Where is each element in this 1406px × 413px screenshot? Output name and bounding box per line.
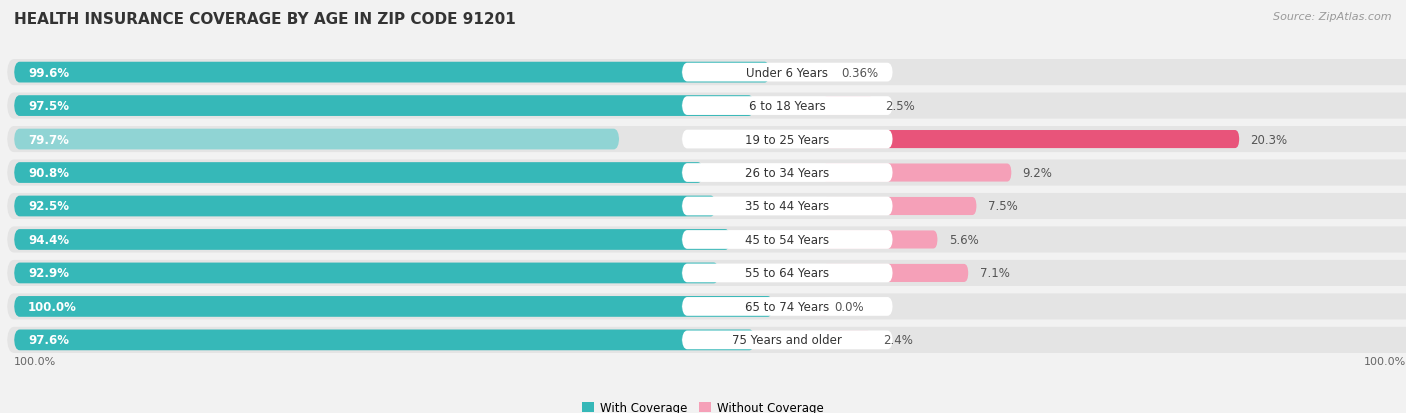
Text: 9.2%: 9.2%: [1022, 166, 1053, 180]
FancyBboxPatch shape: [14, 296, 773, 317]
FancyBboxPatch shape: [682, 64, 893, 82]
FancyBboxPatch shape: [7, 260, 1406, 286]
Text: 94.4%: 94.4%: [28, 233, 69, 247]
FancyBboxPatch shape: [823, 64, 830, 82]
Text: 2.5%: 2.5%: [886, 100, 915, 113]
Text: 5.6%: 5.6%: [949, 233, 979, 247]
FancyBboxPatch shape: [682, 131, 893, 149]
Text: 26 to 34 Years: 26 to 34 Years: [745, 166, 830, 180]
FancyBboxPatch shape: [823, 131, 1239, 149]
Text: 35 to 44 Years: 35 to 44 Years: [745, 200, 830, 213]
FancyBboxPatch shape: [682, 297, 893, 316]
FancyBboxPatch shape: [7, 294, 1406, 320]
Text: 100.0%: 100.0%: [1364, 356, 1406, 366]
FancyBboxPatch shape: [823, 164, 1011, 182]
FancyBboxPatch shape: [682, 230, 893, 249]
FancyBboxPatch shape: [682, 331, 893, 349]
Text: 100.0%: 100.0%: [14, 356, 56, 366]
Text: 75 Years and older: 75 Years and older: [733, 334, 842, 347]
FancyBboxPatch shape: [682, 264, 893, 282]
FancyBboxPatch shape: [14, 196, 717, 217]
Text: 2.4%: 2.4%: [883, 334, 912, 347]
FancyBboxPatch shape: [823, 231, 938, 249]
Text: 45 to 54 Years: 45 to 54 Years: [745, 233, 830, 247]
Text: 0.36%: 0.36%: [841, 66, 879, 79]
FancyBboxPatch shape: [14, 129, 619, 150]
Text: 92.5%: 92.5%: [28, 200, 69, 213]
FancyBboxPatch shape: [823, 331, 872, 349]
FancyBboxPatch shape: [823, 97, 875, 115]
Legend: With Coverage, Without Coverage: With Coverage, Without Coverage: [582, 401, 824, 413]
Text: 97.6%: 97.6%: [28, 334, 69, 347]
Text: 19 to 25 Years: 19 to 25 Years: [745, 133, 830, 146]
FancyBboxPatch shape: [7, 60, 1406, 86]
FancyBboxPatch shape: [7, 160, 1406, 186]
FancyBboxPatch shape: [7, 193, 1406, 220]
FancyBboxPatch shape: [14, 96, 754, 117]
Text: 100.0%: 100.0%: [28, 300, 77, 313]
Text: Source: ZipAtlas.com: Source: ZipAtlas.com: [1274, 12, 1392, 22]
FancyBboxPatch shape: [682, 164, 893, 183]
Text: 6 to 18 Years: 6 to 18 Years: [749, 100, 825, 113]
Text: HEALTH INSURANCE COVERAGE BY AGE IN ZIP CODE 91201: HEALTH INSURANCE COVERAGE BY AGE IN ZIP …: [14, 12, 516, 27]
FancyBboxPatch shape: [14, 263, 720, 284]
Text: 99.6%: 99.6%: [28, 66, 69, 79]
FancyBboxPatch shape: [14, 163, 703, 183]
Text: 7.1%: 7.1%: [980, 267, 1010, 280]
Text: 90.8%: 90.8%: [28, 166, 69, 180]
FancyBboxPatch shape: [14, 63, 770, 83]
FancyBboxPatch shape: [823, 197, 977, 216]
FancyBboxPatch shape: [7, 93, 1406, 119]
FancyBboxPatch shape: [7, 327, 1406, 353]
Text: 97.5%: 97.5%: [28, 100, 69, 113]
Text: 7.5%: 7.5%: [987, 200, 1018, 213]
Text: 65 to 74 Years: 65 to 74 Years: [745, 300, 830, 313]
FancyBboxPatch shape: [14, 230, 731, 250]
FancyBboxPatch shape: [7, 127, 1406, 153]
FancyBboxPatch shape: [682, 97, 893, 116]
FancyBboxPatch shape: [14, 330, 755, 350]
Text: 20.3%: 20.3%: [1250, 133, 1288, 146]
Text: 55 to 64 Years: 55 to 64 Years: [745, 267, 830, 280]
FancyBboxPatch shape: [818, 298, 827, 316]
FancyBboxPatch shape: [682, 197, 893, 216]
Text: Under 6 Years: Under 6 Years: [747, 66, 828, 79]
FancyBboxPatch shape: [823, 264, 969, 282]
Text: 79.7%: 79.7%: [28, 133, 69, 146]
FancyBboxPatch shape: [7, 227, 1406, 253]
Text: 92.9%: 92.9%: [28, 267, 69, 280]
Text: 0.0%: 0.0%: [834, 300, 863, 313]
